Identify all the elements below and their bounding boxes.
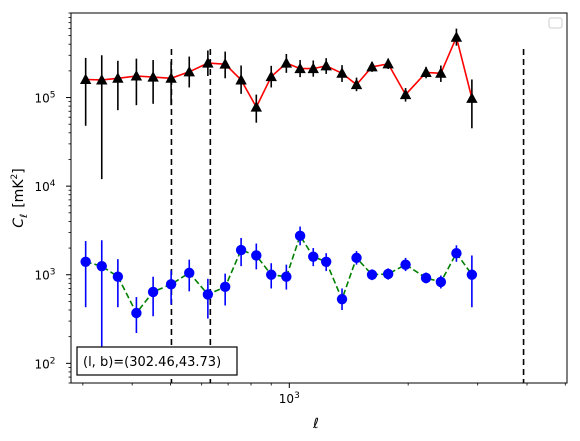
triangle-point: [450, 31, 463, 42]
triangle-point: [320, 59, 332, 71]
data-series: [80, 226, 478, 360]
circle-point: [366, 269, 378, 280]
circle-point: [400, 259, 411, 270]
triangle-point: [420, 66, 432, 77]
circle-point: [382, 268, 394, 280]
circle-point: [294, 230, 306, 242]
circle-point: [219, 281, 231, 293]
legend-box: [548, 17, 563, 29]
circle-point: [308, 251, 319, 262]
circle-point: [466, 269, 478, 280]
circle-point: [96, 260, 107, 272]
circle-point: [451, 248, 462, 259]
triangle-point: [336, 67, 348, 78]
triangle-point: [165, 72, 177, 83]
circle-point: [281, 271, 292, 282]
circle-point: [202, 289, 214, 300]
circle-point: [112, 271, 124, 282]
triangle-point: [307, 62, 319, 74]
circle-point: [320, 256, 332, 267]
triangle-point: [399, 88, 412, 100]
triangle-point: [183, 65, 195, 77]
circle-point: [435, 276, 447, 288]
circle-point: [80, 256, 91, 267]
circle-point: [351, 252, 362, 264]
triangle-point: [96, 73, 108, 85]
triangle-point: [147, 71, 159, 82]
circle-point: [184, 267, 195, 279]
circle-point: [147, 286, 159, 298]
circle-point: [251, 250, 262, 261]
circle-point: [336, 293, 348, 305]
annotation-box: (l, b)=(302.46,43.73): [76, 346, 238, 376]
plot-area: [79, 28, 525, 383]
triangle-point: [366, 60, 378, 72]
triangle-point: [235, 73, 247, 85]
data-series: [79, 28, 478, 180]
triangle-point: [219, 58, 231, 69]
triangle-point: [202, 57, 214, 68]
circle-point: [266, 269, 277, 280]
circle-point: [165, 279, 177, 290]
circle-point: [131, 307, 142, 319]
triangle-point: [79, 73, 92, 84]
circle-point: [235, 244, 247, 256]
axes-frame: [70, 12, 568, 384]
triangle-point: [280, 57, 293, 68]
triangle-point: [112, 72, 124, 83]
triangle-point: [294, 62, 306, 74]
triangle-point: [350, 78, 363, 90]
triangle-point: [250, 101, 263, 112]
x-axis-label: ℓ: [312, 416, 319, 432]
circle-point: [420, 272, 432, 284]
triangle-point: [435, 67, 447, 78]
triangle-point: [265, 70, 277, 82]
triangle-point: [466, 92, 478, 103]
triangle-point: [130, 70, 143, 81]
y-axis-label: Cℓ[mK2]: [10, 168, 30, 227]
annotation-text: (l, b)=(302.46,43.73): [83, 355, 221, 370]
triangle-point: [382, 57, 394, 69]
